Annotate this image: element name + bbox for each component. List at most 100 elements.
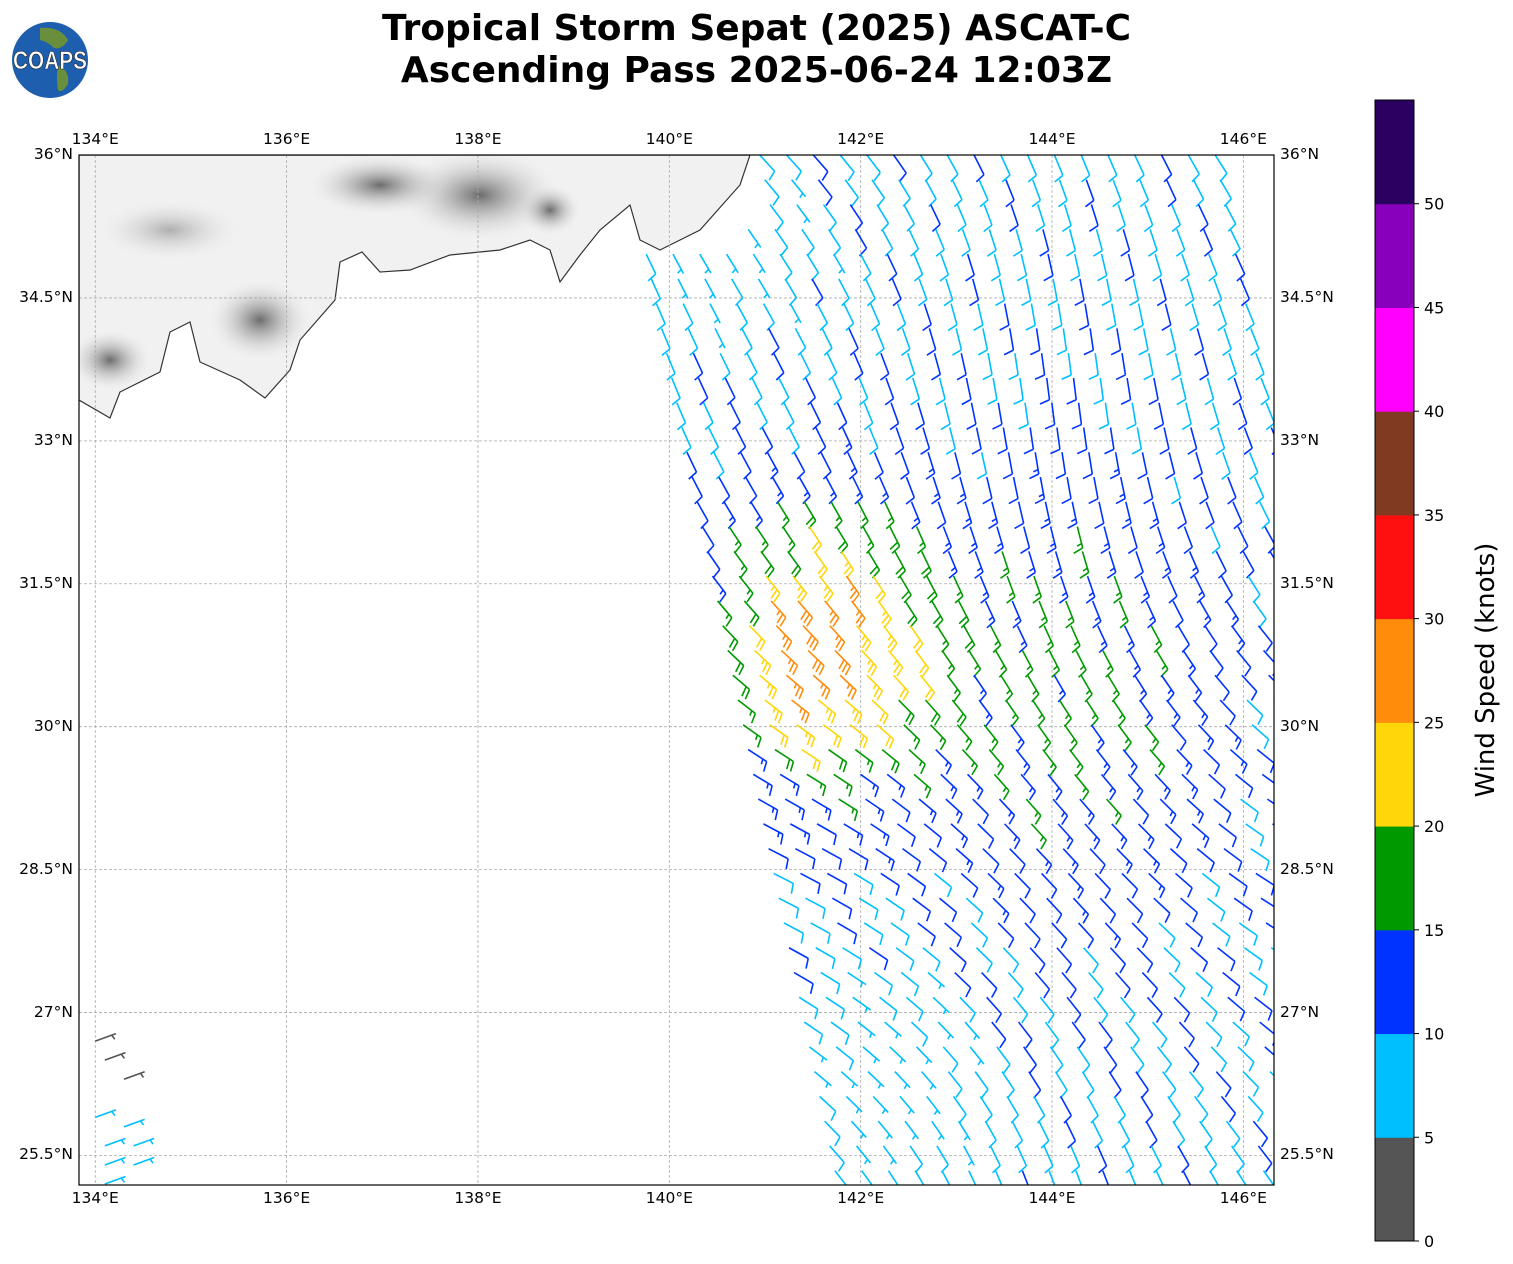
wind-barb [1149,501,1160,530]
wind-barb [1322,675,1339,699]
wind-barb [1176,377,1187,406]
wind-barb [697,377,709,406]
wind-barb [1204,377,1215,406]
wind-barb [811,278,824,307]
wind-barb [1053,155,1064,183]
wind-barb [737,699,757,724]
wind-barb [1250,328,1260,356]
wind-barb [882,625,898,653]
wind-barb [975,947,993,973]
wind-barb [1029,452,1040,480]
wind-barb [1270,427,1274,456]
wind-barb [1019,897,1036,924]
wind-barb [799,352,812,381]
wind-barb [785,155,802,181]
wind-barb [739,451,752,480]
wind-barb [1212,278,1223,307]
wind-barb [1140,1095,1154,1124]
wind-barb [956,204,967,233]
wind-barb [848,847,869,871]
wind-barb [1182,650,1197,678]
wind-barb [761,427,774,455]
wind-barb [942,526,953,555]
wind-barb [867,1071,885,1089]
wind-barb [716,600,733,627]
wind-barb [763,823,784,845]
wind-barb [857,501,869,530]
wind-barb [997,922,1015,949]
wind-barb [945,427,956,455]
wind-barb [956,353,967,381]
wind-barb [922,303,932,332]
wind-barb [1021,1170,1029,1185]
wind-barb [1335,997,1354,1019]
lon-tick-bottom: 146°E [1219,1189,1267,1207]
wind-barb [1056,328,1068,356]
wind-barb [1223,848,1243,872]
wind-barb [806,773,827,797]
wind-barb [691,476,703,505]
wind-barb [1155,1170,1164,1185]
wind-barb [650,278,662,307]
wind-barb [741,328,753,356]
wind-barb [861,1170,873,1185]
wind-barb [752,773,773,796]
wind-barb [1193,1095,1209,1123]
wind-barb [1085,699,1099,727]
wind-barb [123,1118,145,1128]
wind-barb [1159,798,1177,825]
wind-barb [987,377,998,406]
wind-barb [1202,229,1214,257]
wind-barb [1212,922,1231,947]
wind-barb [905,996,924,1022]
wind-barb [94,1109,117,1119]
wind-barb [1157,1046,1172,1074]
wind-barb [992,402,1003,430]
wind-barb [982,848,1000,874]
wind-barb [1017,1021,1033,1049]
wind-barb [835,526,849,554]
wind-barb [794,328,807,356]
wind-barb [1106,303,1117,331]
wind-barb [1061,204,1072,233]
wind-barb [1115,353,1127,381]
wind-barb [826,872,848,895]
wind-barb [1194,328,1205,356]
wind-barb [1139,699,1154,727]
wind-barb [839,674,857,700]
wind-barb [1340,1022,1358,1044]
wind-barb [891,278,902,307]
wind-barb [793,971,814,994]
wind-barb [908,228,920,257]
wind-barb [1131,922,1149,949]
wind-barb [1053,674,1067,703]
wind-barb [1071,1021,1086,1049]
wind-barb [1357,973,1376,994]
wind-barb [1047,773,1063,801]
wind-barb [1255,872,1274,896]
wind-barb [1098,1021,1113,1049]
wind-barb [774,228,789,257]
wind-barb [1191,823,1210,849]
wind-barb [951,179,963,208]
wind-barb [995,278,1006,307]
wind-barb [895,947,915,971]
colorbar-bin [1375,514,1414,620]
wind-barb [1026,155,1038,183]
wind-barb [94,1032,117,1042]
wind-barb [841,427,853,456]
wind-barb [1051,922,1068,949]
wind-barb [1307,601,1321,627]
wind-barb [1190,947,1209,973]
wind-barb [1180,897,1199,923]
wind-barb [1164,823,1183,849]
wind-barb [1260,377,1270,406]
wind-barb [900,328,911,356]
wind-barb [1089,848,1106,875]
wind-barb [1295,675,1311,699]
wind-barb [845,1095,863,1114]
wind-barb [1197,204,1209,233]
wind-barb [988,749,1005,776]
wind-barb [891,798,911,823]
wind-barb [1075,650,1087,678]
